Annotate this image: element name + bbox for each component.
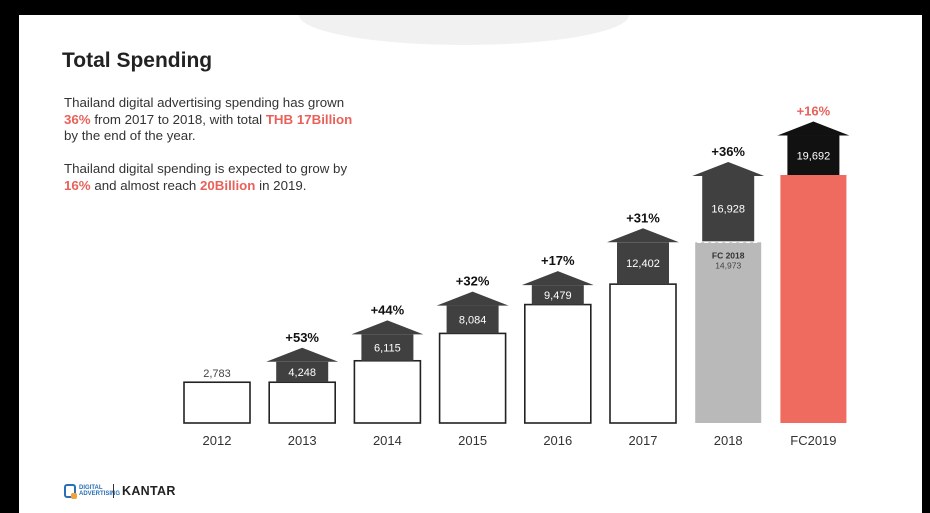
logo-text: DIGITAL ADVERTISING: [79, 485, 121, 497]
bar-2013: [268, 381, 336, 424]
growth-arrow-head-2013: [266, 347, 339, 362]
p1-line2: from 2017 to 2018, with total: [90, 111, 266, 127]
bar-2014: [353, 359, 422, 424]
x-tick-label-2012: 2012: [203, 433, 232, 448]
growth-label-2018: +36%: [711, 144, 745, 159]
value-label-2015: 8,084: [459, 314, 487, 326]
logo-mark-icon: [64, 484, 77, 499]
growth-label-2016: +17%: [541, 253, 575, 268]
growth-arrow-head-2015: [436, 291, 509, 306]
bar-2017: [609, 283, 677, 424]
value-label-2017: 12,402: [626, 258, 660, 270]
x-tick-label-2015: 2015: [458, 433, 487, 448]
x-tick-label-2018: 2018: [714, 433, 743, 448]
p1-highlight-growth: 36%: [64, 111, 91, 127]
p2-line2: and almost reach: [90, 177, 201, 193]
p2-line1: Thailand digital spending is expected to…: [64, 161, 348, 176]
growth-arrow-body-2013: [276, 361, 329, 383]
value-label-2016: 9,479: [544, 290, 572, 302]
p1-line3: by the end of the year.: [64, 128, 196, 143]
x-tick-label-2013: 2013: [288, 433, 317, 448]
p2-line2-end: in 2019.: [255, 177, 307, 193]
value-label-2014: 6,115: [374, 343, 401, 355]
growth-arrow-head-2018: [692, 162, 765, 177]
footer: DIGITAL ADVERTISING KANTAR: [64, 484, 176, 499]
summary-paragraph-2: Thailand digital spending is expected to…: [64, 161, 424, 194]
footer-separator: [113, 484, 114, 498]
bar-fc2019: [780, 175, 847, 423]
bar-2012: [183, 381, 251, 424]
value-label-2013: 4,248: [288, 367, 316, 379]
p2-highlight-total: 20Billion: [200, 177, 256, 193]
growth-arrow-body-2015: [446, 305, 499, 334]
x-tick-label-2014: 2014: [373, 433, 402, 448]
fc2018-annotation-value: 14,973: [715, 260, 741, 270]
growth-arrow-body-fc2019: [787, 135, 840, 176]
bar-2015: [438, 332, 507, 424]
digital-advertising-logo: DIGITAL ADVERTISING: [64, 484, 121, 499]
x-tick-label-fc2019: FC2019: [790, 433, 836, 448]
growth-arrow-head-fc2019: [777, 121, 850, 136]
growth-arrow-head-2014: [351, 320, 424, 335]
x-tick-label-2017: 2017: [629, 433, 658, 448]
value-label-2018: 16,928: [711, 204, 745, 216]
slide: Total Spending Thailand digital advertis…: [19, 15, 922, 513]
summary-paragraph-1: Thailand digital advertising spending ha…: [64, 95, 424, 145]
growth-label-2017: +31%: [626, 210, 660, 225]
fc2018-annotation-label: FC 2018: [712, 250, 745, 260]
value-label-fc2019: 19,692: [797, 150, 831, 162]
growth-label-2015: +32%: [456, 274, 490, 289]
growth-arrow-head-2016: [521, 271, 594, 286]
kantar-brand: KANTAR: [122, 484, 176, 498]
growth-arrow-body-2017: [617, 242, 669, 285]
growth-label-2014: +44%: [371, 302, 405, 317]
spending-bar-chart: 2012 2,783 2013 4,248 +53% 2014 6,115 +44% 2015 8…: [183, 104, 850, 448]
value-label-2012: 2,783: [203, 368, 231, 380]
bar-2016: [523, 303, 592, 424]
growth-arrow-body-2016: [531, 285, 584, 305]
p1-line1: Thailand digital advertising spending ha…: [64, 95, 345, 110]
growth-arrow-body-2014: [361, 334, 414, 361]
x-tick-label-2016: 2016: [543, 433, 572, 448]
p1-highlight-total: THB 17Billion: [265, 111, 353, 127]
growth-label-fc2019: +16%: [797, 104, 831, 119]
growth-label-2013: +53%: [285, 330, 319, 345]
p2-highlight-growth: 16%: [64, 177, 91, 193]
growth-arrow-body-2018: [702, 176, 755, 242]
slide-title: Total Spending: [62, 49, 213, 72]
bar-2018: [695, 242, 762, 423]
growth-arrow-head-2017: [607, 228, 679, 243]
